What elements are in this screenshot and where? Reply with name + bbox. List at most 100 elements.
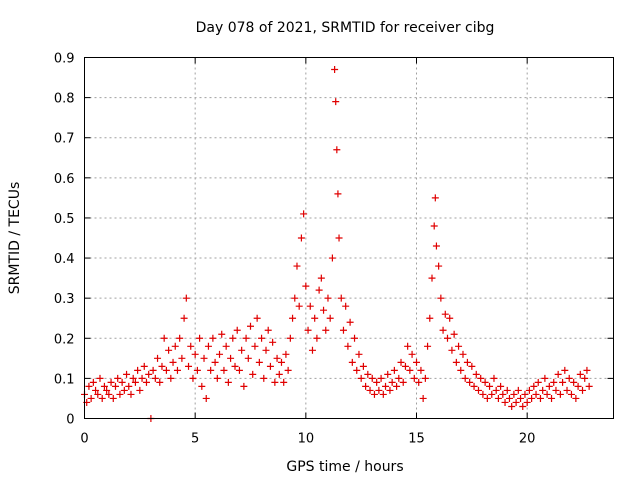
data-point <box>404 342 412 350</box>
data-point <box>359 362 367 370</box>
data-point <box>300 210 308 218</box>
data-point <box>410 374 418 382</box>
data-point <box>335 234 343 242</box>
data-point <box>306 302 314 310</box>
data-point <box>543 390 551 398</box>
data-point <box>249 370 257 378</box>
data-point <box>94 390 102 398</box>
data-point <box>229 334 237 342</box>
y-tick-label: 0.7 <box>54 132 75 147</box>
data-point <box>428 274 436 282</box>
data-point <box>231 362 239 370</box>
data-point <box>123 370 131 378</box>
data-point <box>337 294 345 302</box>
data-point <box>173 366 181 374</box>
data-point <box>472 370 480 378</box>
data-point <box>351 334 359 342</box>
data-point <box>583 366 591 374</box>
data-point <box>406 366 414 374</box>
data-point <box>567 390 575 398</box>
data-point <box>397 358 405 366</box>
data-point <box>277 358 285 366</box>
data-point <box>439 326 447 334</box>
data-point <box>459 350 467 358</box>
data-point <box>109 394 117 402</box>
data-point <box>218 330 226 338</box>
data-point <box>111 382 119 390</box>
data-point <box>431 194 439 202</box>
data-point <box>477 374 485 382</box>
data-point <box>508 402 516 410</box>
data-point <box>424 342 432 350</box>
data-point <box>134 366 142 374</box>
data-point <box>510 390 518 398</box>
data-point <box>136 386 144 394</box>
data-point <box>87 394 95 402</box>
data-point <box>373 378 381 386</box>
data-point <box>187 342 195 350</box>
data-point <box>227 354 235 362</box>
data-point <box>481 378 489 386</box>
data-point <box>334 190 342 198</box>
axis-ticks <box>84 57 614 419</box>
data-point <box>311 314 319 322</box>
data-point <box>523 398 531 406</box>
data-point <box>379 390 387 398</box>
data-point <box>501 398 509 406</box>
data-point <box>235 366 243 374</box>
data-points <box>81 66 593 422</box>
data-point <box>213 374 221 382</box>
data-point <box>514 386 522 394</box>
data-point <box>202 394 210 402</box>
data-point <box>468 362 476 370</box>
data-point <box>452 358 460 366</box>
data-point <box>293 262 301 270</box>
data-point <box>483 394 491 402</box>
data-point <box>581 374 589 382</box>
data-point <box>96 374 104 382</box>
data-point <box>556 390 564 398</box>
y-tick-label: 0.8 <box>54 92 75 107</box>
data-point <box>401 362 409 370</box>
data-point <box>125 382 133 390</box>
data-point <box>474 386 482 394</box>
data-point <box>466 378 474 386</box>
data-point <box>519 402 527 410</box>
data-point <box>275 370 283 378</box>
data-point <box>563 386 571 394</box>
data-point <box>448 346 456 354</box>
data-point <box>297 234 305 242</box>
y-axis-label: SRMTID / TECUs <box>7 182 23 295</box>
y-tick-labels: 0 0.1 0.2 0.3 0.4 0.5 0.6 0.7 0.8 0.9 <box>54 52 75 428</box>
y-tick-label: 0.3 <box>54 292 75 307</box>
chart-title: Day 078 of 2021, SRMTID for receiver cib… <box>196 20 495 36</box>
data-point <box>346 318 354 326</box>
data-point <box>129 374 137 382</box>
data-point <box>408 350 416 358</box>
data-point <box>180 314 188 322</box>
y-tick-label: 0.6 <box>54 172 75 187</box>
data-point <box>497 382 505 390</box>
data-point <box>399 378 407 386</box>
data-point <box>499 390 507 398</box>
data-point <box>525 386 533 394</box>
x-tick-label: 20 <box>519 432 536 447</box>
data-point <box>178 354 186 362</box>
data-point <box>579 386 587 394</box>
data-point <box>308 346 316 354</box>
data-point <box>342 302 350 310</box>
data-point <box>160 334 168 342</box>
data-point <box>185 362 193 370</box>
data-point <box>550 378 558 386</box>
data-point <box>304 326 312 334</box>
x-tick-label: 0 <box>80 432 88 447</box>
data-point <box>353 366 361 374</box>
data-point <box>505 394 513 402</box>
data-point <box>271 378 279 386</box>
data-point <box>315 286 323 294</box>
data-point <box>244 354 252 362</box>
data-point <box>375 386 383 394</box>
data-point <box>532 390 540 398</box>
data-point <box>222 342 230 350</box>
